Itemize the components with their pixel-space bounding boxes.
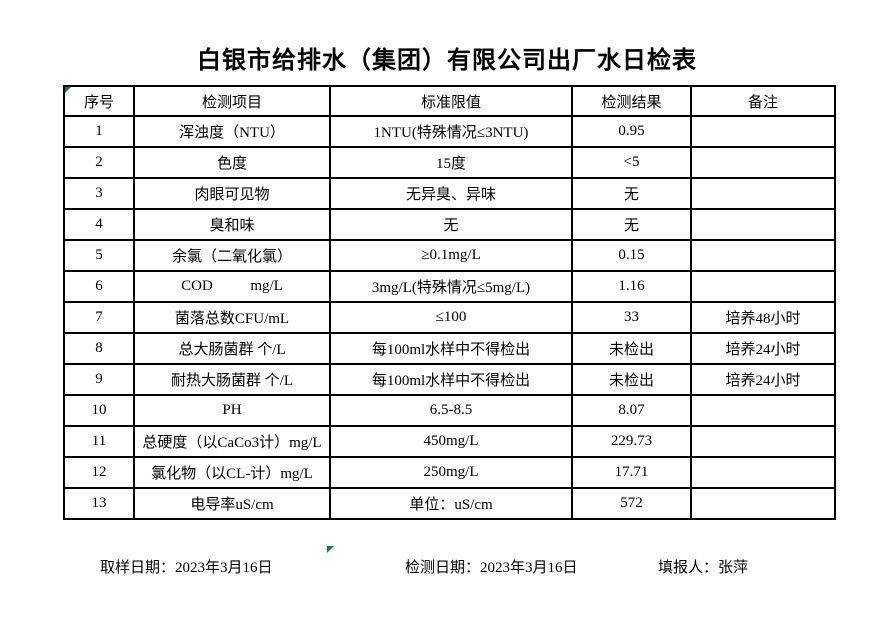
header-cell-standard: 标准限值 [329,85,573,117]
cell-standard: 3mg/L(特殊情况≤5mg/L) [329,270,573,303]
cell-remark [690,456,836,489]
cell-no: 4 [63,208,135,241]
cell-item: COD mg/L [133,270,331,303]
table-row: 9 耐热大肠菌群 个/L 每100ml水样中不得检出 未检出 培养24小时 [63,363,836,396]
cell-no: 10 [63,394,135,427]
cell-result: 无 [571,177,692,210]
reporter-label: 填报人：张萍 [658,560,749,576]
cell-result: 未检出 [571,363,692,396]
cell-remark [690,115,836,148]
table-row: 1 浑浊度（NTU） 1NTU(特殊情况≤3NTU) 0.95 [63,115,836,148]
cell-result: 572 [571,487,692,520]
cell-remark: 培养24小时 [690,363,836,396]
cell-result: 1.16 [571,270,692,303]
cell-no: 1 [63,115,135,148]
cell-result: 未检出 [571,332,692,365]
cell-remark: 培养48小时 [690,301,836,334]
cell-standard: 无异臭、异味 [329,177,573,210]
cell-result: <5 [571,146,692,179]
cell-standard: ≥0.1mg/L [329,239,573,272]
cell-no: 9 [63,363,135,396]
cell-remark [690,177,836,210]
cell-standard: 250mg/L [329,456,573,489]
footer: 取样日期：2023年3月16日 检测日期：2023年3月16日 填报人：张萍 [0,556,894,578]
cell-item: PH [133,394,331,427]
table-row: 10 PH 6.5-8.5 8.07 [63,394,836,427]
cell-no: 8 [63,332,135,365]
cell-standard: 每100ml水样中不得检出 [329,363,573,396]
table-row: 7 菌落总数CFU/mL ≤100 33 培养48小时 [63,301,836,334]
cell-item: 氯化物（以CL-计）mg/L [133,456,331,489]
cell-standard: 无 [329,208,573,241]
cell-no: 3 [63,177,135,210]
green-bottom-marker-icon [327,546,334,553]
sampling-date-label: 取样日期：2023年3月16日 [100,560,273,576]
cell-standard: 450mg/L [329,425,573,458]
cell-result: 0.95 [571,115,692,148]
header-cell-result: 检测结果 [571,85,692,117]
cell-remark: 培养24小时 [690,332,836,365]
cell-remark [690,425,836,458]
cell-no: 7 [63,301,135,334]
cell-remark [690,270,836,303]
cell-item: 总大肠菌群 个/L [133,332,331,365]
test-date-label: 检测日期：2023年3月16日 [405,560,578,576]
cell-item: 总硬度（以CaCo3计）mg/L [133,425,331,458]
header-cell-item: 检测项目 [133,85,331,117]
cell-item: 电导率uS/cm [133,487,331,520]
cell-standard: ≤100 [329,301,573,334]
cell-no: 2 [63,146,135,179]
table-row: 4 臭和味 无 无 [63,208,836,241]
table-row: 8 总大肠菌群 个/L 每100ml水样中不得检出 未检出 培养24小时 [63,332,836,365]
cell-standard: 每100ml水样中不得检出 [329,332,573,365]
cell-remark [690,239,836,272]
cell-standard: 15度 [329,146,573,179]
cell-result: 33 [571,301,692,334]
cell-item: 余氯（二氧化氯） [133,239,331,272]
cell-remark [690,394,836,427]
table-row: 12 氯化物（以CL-计）mg/L 250mg/L 17.71 [63,456,836,489]
cell-no: 5 [63,239,135,272]
cell-result: 8.07 [571,394,692,427]
cell-result: 17.71 [571,456,692,489]
cell-result: 无 [571,208,692,241]
cell-item: 浑浊度（NTU） [133,115,331,148]
cell-remark [690,487,836,520]
header-row: 序号 检测项目 标准限值 检测结果 备注 [63,85,836,117]
cell-no: 12 [63,456,135,489]
cell-no: 6 [63,270,135,303]
table-row: 5 余氯（二氧化氯） ≥0.1mg/L 0.15 [63,239,836,272]
cell-no: 11 [63,425,135,458]
header-cell-no: 序号 [63,85,135,117]
cell-standard: 6.5-8.5 [329,394,573,427]
page-title: 白银市给排水（集团）有限公司出厂水日检表 [197,48,697,74]
cell-no: 13 [63,487,135,520]
cell-item: 耐热大肠菌群 个/L [133,363,331,396]
cell-result: 0.15 [571,239,692,272]
table-row: 6 COD mg/L 3mg/L(特殊情况≤5mg/L) 1.16 [63,270,836,303]
cell-item: 色度 [133,146,331,179]
cell-standard: 单位：uS/cm [329,487,573,520]
cell-standard: 1NTU(特殊情况≤3NTU) [329,115,573,148]
cell-result: 229.73 [571,425,692,458]
table-row: 11 总硬度（以CaCo3计）mg/L 450mg/L 229.73 [63,425,836,458]
table-row: 3 肉眼可见物 无异臭、异味 无 [63,177,836,210]
cell-remark [690,208,836,241]
cell-remark [690,146,836,179]
table-row: 13 电导率uS/cm 单位：uS/cm 572 [63,487,836,520]
cell-item: 肉眼可见物 [133,177,331,210]
header-cell-remark: 备注 [690,85,836,117]
cell-item: 臭和味 [133,208,331,241]
inspection-table: 序号 检测项目 标准限值 检测结果 备注 1 浑浊度（NTU） 1NTU(特殊情… [63,85,836,520]
cell-item: 菌落总数CFU/mL [133,301,331,334]
table-row: 2 色度 15度 <5 [63,146,836,179]
